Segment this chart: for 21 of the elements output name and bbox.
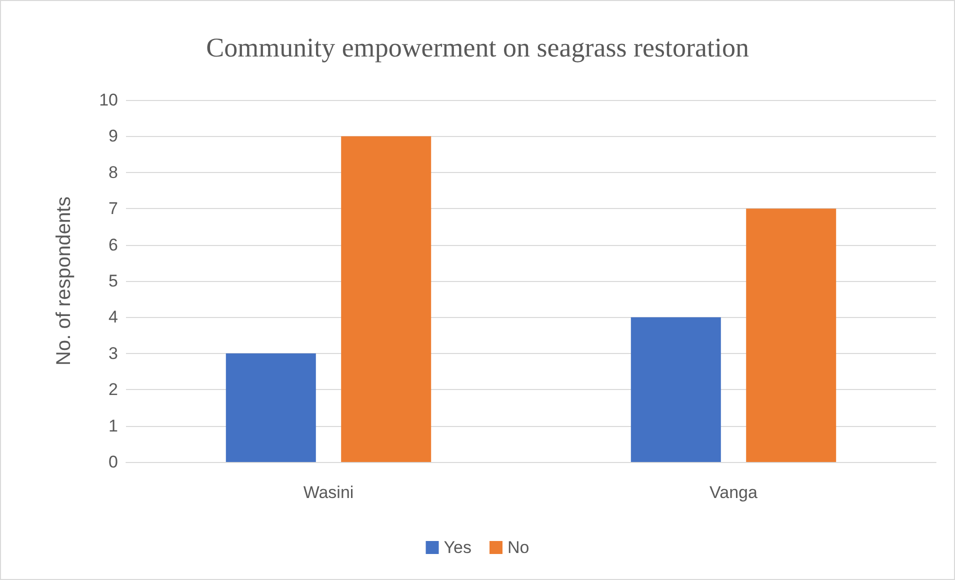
y-tick-label: 1 — [108, 416, 118, 436]
y-tick-label: 9 — [108, 126, 118, 146]
bar — [226, 353, 316, 462]
chart-title: Community empowerment on seagrass restoration — [206, 32, 750, 62]
y-tick-label: 5 — [108, 272, 118, 290]
y-tick-label: 3 — [108, 344, 118, 363]
bar — [630, 317, 721, 462]
y-tick-label: 0 — [108, 452, 118, 472]
y-tick-label: 10 — [99, 90, 118, 110]
x-tick-label: Wasini — [303, 483, 354, 502]
y-tick-label: 2 — [108, 380, 118, 400]
y-axis-title: No. of respondents — [53, 196, 75, 366]
y-tick-label: 4 — [108, 308, 118, 327]
bar — [341, 136, 432, 462]
legend-label: Yes — [444, 538, 472, 557]
bar — [746, 208, 836, 462]
legend-label: No — [508, 538, 530, 557]
y-tick-label: 8 — [108, 162, 118, 182]
y-tick-label: 6 — [108, 235, 118, 254]
y-tick-label: 7 — [108, 199, 118, 218]
x-tick-label: Vanga — [710, 483, 758, 502]
